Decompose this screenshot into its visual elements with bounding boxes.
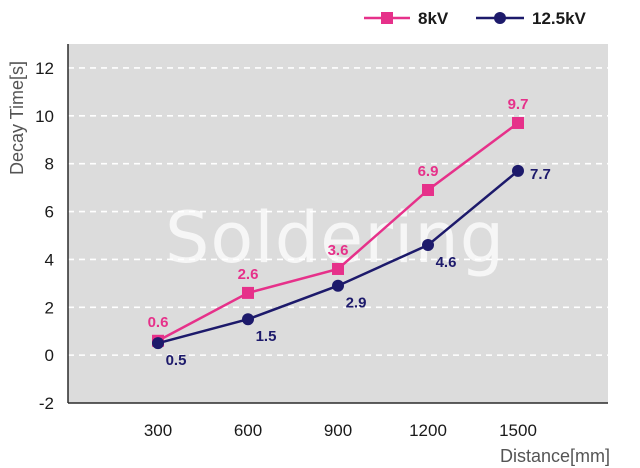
- data-point: [242, 313, 254, 326]
- data-point: [512, 164, 524, 177]
- x-tick-label: 900: [324, 421, 352, 440]
- series-group: [152, 116, 524, 350]
- data-label: 9.7: [508, 96, 529, 113]
- data-point: [422, 239, 434, 252]
- x-tick-label: 600: [234, 421, 262, 440]
- y-tick-label: 12: [35, 59, 54, 78]
- x-tick-label: 300: [144, 421, 172, 440]
- y-tick-label: -2: [39, 394, 54, 413]
- y-tick-label: 8: [45, 155, 54, 174]
- legend: 8kV 12.5kV: [364, 9, 587, 28]
- x-tick-label: 1500: [499, 421, 537, 440]
- legend-marker: [381, 12, 393, 24]
- data-point: [242, 286, 254, 299]
- data-point: [152, 337, 164, 350]
- data-point: [422, 183, 434, 196]
- axis-ticks: -2 0 2 4 6 8 10 12 300 600 900 1200 1500: [35, 59, 537, 440]
- data-label: 3.6: [328, 242, 349, 259]
- data-label: 1.5: [256, 328, 277, 345]
- data-label: 6.9: [418, 163, 439, 180]
- x-tick-label: 1200: [409, 421, 447, 440]
- legend-label: 12.5kV: [532, 9, 587, 28]
- data-label: 2.6: [238, 266, 259, 283]
- data-label: 4.6: [436, 254, 457, 271]
- data-point: [332, 262, 344, 275]
- y-tick-label: 0: [45, 346, 54, 365]
- legend-marker: [494, 12, 506, 24]
- data-labels: 0.6 0.5 2.6 1.5 3.6 2.9 6.9 4.6 9.7 7.7: [148, 96, 551, 369]
- y-tick-label: 6: [45, 203, 54, 222]
- legend-label: 8kV: [418, 9, 449, 28]
- data-label: 0.6: [148, 314, 169, 331]
- y-tick-label: 2: [45, 298, 54, 317]
- x-axis-label: Distance[mm]: [500, 446, 610, 466]
- data-label: 7.7: [530, 166, 551, 183]
- data-label: 0.5: [166, 352, 187, 369]
- y-tick-label: 4: [45, 250, 54, 269]
- data-label: 2.9: [346, 295, 367, 312]
- data-point: [332, 279, 344, 292]
- y-tick-label: 10: [35, 107, 54, 126]
- y-axis-label: Decay Time[s]: [7, 61, 27, 175]
- data-point: [512, 116, 524, 129]
